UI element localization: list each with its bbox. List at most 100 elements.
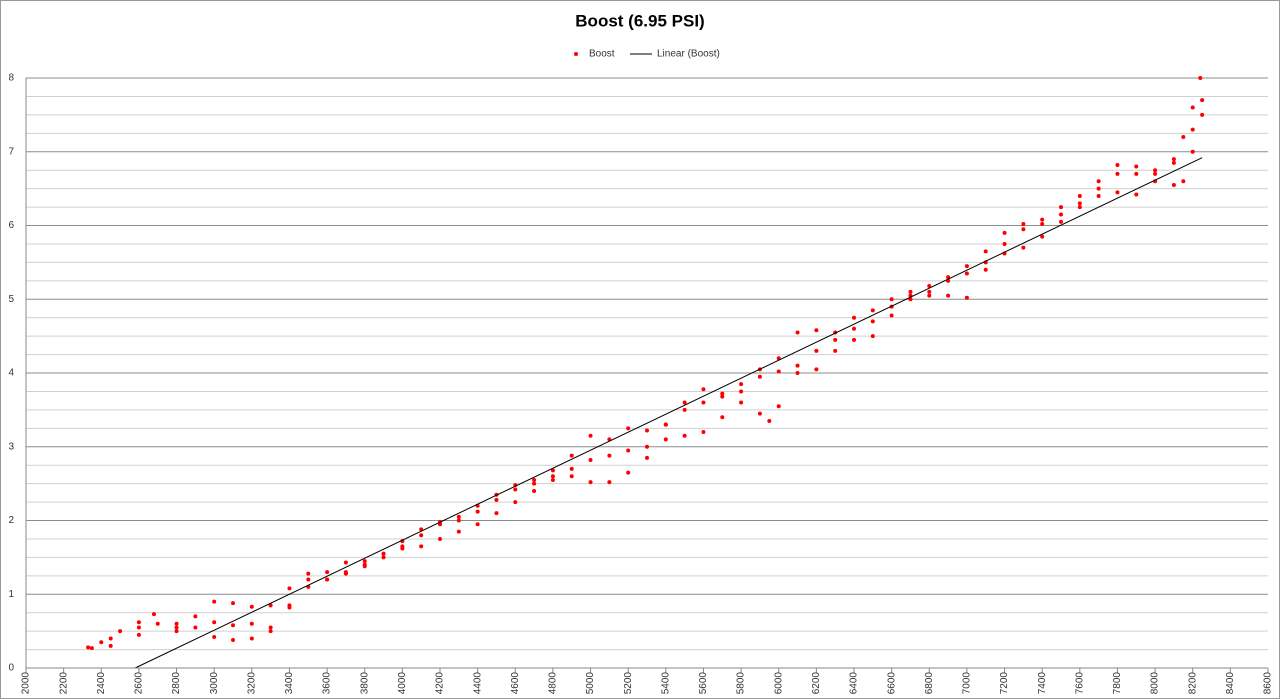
point [212,620,217,625]
point [419,533,424,538]
point [1002,241,1007,246]
point [400,546,405,551]
point [663,422,668,427]
point [739,382,744,387]
point [151,612,156,617]
point [964,264,969,269]
point [1190,127,1195,132]
point [569,453,574,458]
point [193,614,198,619]
point [212,599,217,604]
x-tick-label: 3800 [359,672,370,695]
point [588,458,593,463]
point [626,470,631,475]
point [381,555,386,560]
point [438,536,442,541]
point [108,636,113,641]
x-tick-label: 6800 [924,672,935,695]
y-tick-label: 3 [8,441,14,452]
point [249,604,254,609]
point [1171,182,1176,187]
point [776,404,781,409]
point [136,625,141,630]
point [325,570,330,575]
x-tick-label: 6600 [886,672,897,695]
point [908,297,913,302]
point [1181,179,1186,184]
point [626,426,631,431]
point [532,477,537,482]
point [739,389,744,394]
point [1134,192,1139,197]
x-tick-label: 2200 [58,672,69,695]
y-tick-label: 1 [8,589,14,600]
x-tick-label: 8000 [1150,672,1161,695]
point [136,620,141,625]
point [456,514,461,519]
point [1077,205,1082,210]
point [795,371,800,375]
point [1134,171,1139,176]
point [306,571,311,576]
x-tick-label: 7400 [1037,672,1048,695]
point [86,645,91,650]
x-tick-label: 3600 [322,672,333,695]
point [268,629,273,634]
point [1059,219,1063,224]
x-tick-label: 4400 [472,672,483,695]
point [870,308,875,313]
point [908,289,913,294]
point [1190,105,1195,110]
point [1153,168,1158,173]
point [174,629,179,634]
point [814,328,819,333]
x-tick-label: 2800 [171,672,182,695]
point [645,428,649,433]
point [231,601,235,606]
point [268,625,273,630]
x-tick-label: 4200 [435,672,446,695]
legend-marker [574,52,578,56]
point [588,480,593,485]
point [193,625,198,630]
point [419,544,424,549]
point [1040,222,1045,227]
x-tick-label: 7200 [999,672,1010,695]
point [268,603,273,608]
y-tick-label: 2 [8,515,14,526]
point [1059,205,1063,210]
point [607,480,612,485]
point [155,621,160,626]
x-tick-label: 5000 [585,672,596,695]
x-tick-label: 7800 [1112,672,1123,695]
legend-label: Boost [589,49,615,60]
point [701,400,706,405]
x-tick-label: 2000 [21,672,32,695]
point [231,623,235,628]
point [1115,171,1120,176]
point [852,315,856,320]
point [1059,212,1063,217]
point [475,522,480,527]
point [1200,98,1205,103]
point [1200,112,1205,117]
y-tick-label: 6 [8,220,14,231]
point [833,348,838,353]
point [494,497,499,502]
point [1115,163,1120,168]
point [532,489,537,493]
point [108,643,113,648]
point [231,637,235,642]
point [927,283,932,288]
point [249,636,254,641]
point [513,487,518,492]
point [983,267,988,272]
point [1171,157,1176,162]
x-tick-label: 5200 [623,672,634,695]
point [1021,222,1026,227]
point [1115,190,1120,195]
point [550,468,555,473]
x-tick-label: 4600 [510,672,521,695]
